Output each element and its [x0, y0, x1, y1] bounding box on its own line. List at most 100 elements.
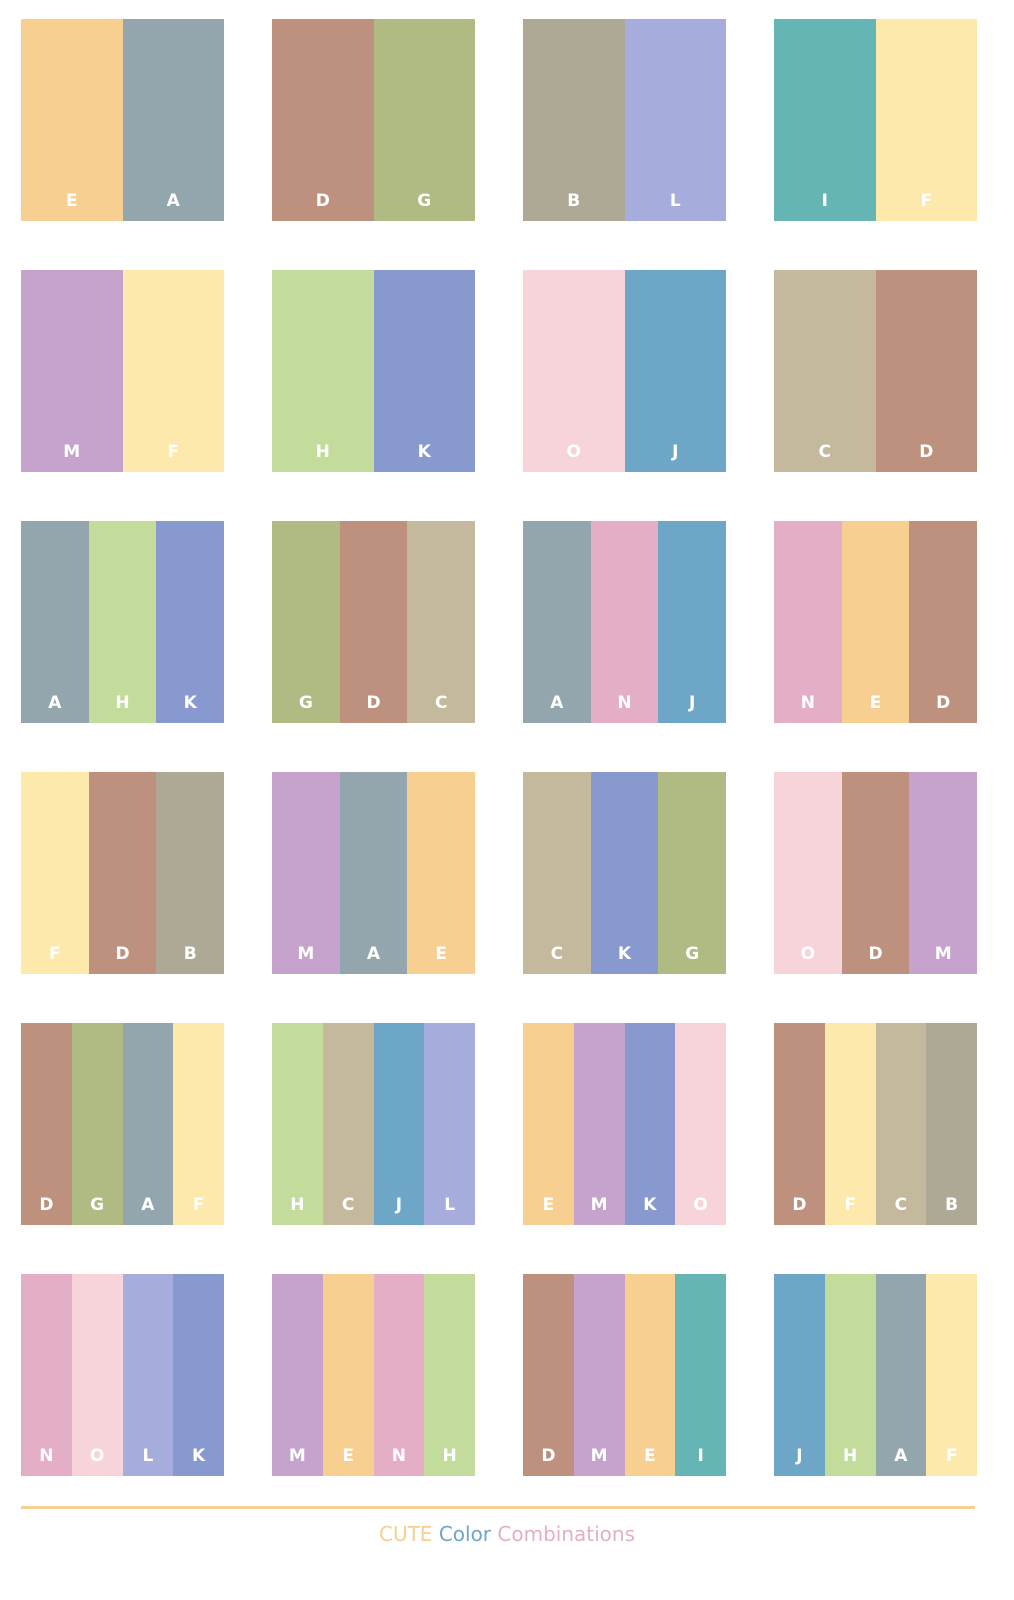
color-swatch: H — [272, 270, 374, 472]
swatch-label: B — [945, 1195, 959, 1215]
swatch-label: M — [63, 442, 81, 462]
color-swatch: I — [675, 1274, 726, 1476]
color-swatch: L — [424, 1023, 475, 1225]
swatch-label: K — [192, 1446, 206, 1466]
color-swatch: G — [272, 521, 340, 723]
swatch-label: E — [435, 944, 447, 964]
footer-title: CUTE Color Combinations — [0, 1522, 1014, 1546]
swatch-label: H — [843, 1446, 858, 1466]
color-swatch: D — [88, 772, 157, 974]
color-swatch: F — [926, 1274, 977, 1476]
color-swatch: O — [71, 1274, 123, 1476]
color-swatch: J — [624, 270, 726, 472]
swatch-label: K — [617, 944, 632, 964]
color-swatch: A — [875, 1274, 927, 1476]
swatch-label: G — [298, 693, 313, 713]
color-swatch: A — [122, 19, 224, 221]
color-swatch: F — [875, 19, 977, 221]
swatch-label: N — [617, 693, 632, 713]
swatch-label: L — [142, 1446, 154, 1466]
swatch-label: F — [920, 191, 933, 211]
swatch-label: A — [366, 944, 381, 964]
footer-word-combinations: Combinations — [497, 1522, 635, 1546]
color-swatch: D — [841, 772, 910, 974]
swatch-label: I — [821, 191, 828, 211]
color-swatch: D — [875, 270, 977, 472]
swatch-label: J — [395, 1195, 403, 1215]
color-swatch: J — [774, 1274, 825, 1476]
swatch-label: D — [792, 1195, 807, 1215]
swatch-label: G — [685, 944, 700, 964]
color-swatch: A — [122, 1023, 174, 1225]
swatch-label: C — [434, 693, 448, 713]
color-swatch: M — [21, 270, 123, 472]
swatch-label: D — [366, 693, 381, 713]
color-swatch: M — [573, 1274, 625, 1476]
swatch-label: B — [183, 944, 197, 964]
color-swatch: B — [156, 772, 225, 974]
color-swatch: F — [21, 772, 89, 974]
color-swatch: J — [373, 1023, 425, 1225]
swatch-label: D — [115, 944, 130, 964]
color-swatch: E — [322, 1274, 374, 1476]
color-swatch: B — [523, 19, 625, 221]
color-swatch: N — [373, 1274, 425, 1476]
swatch-label: E — [342, 1446, 354, 1466]
footer-word-cute: CUTE — [378, 1522, 433, 1546]
color-swatch: F — [824, 1023, 876, 1225]
color-swatch: E — [523, 1023, 574, 1225]
swatch-label: A — [141, 1195, 155, 1215]
color-swatch: G — [658, 772, 727, 974]
color-swatch: D — [339, 521, 408, 723]
swatch-label: B — [567, 191, 581, 211]
color-swatch: N — [590, 521, 659, 723]
color-swatch: H — [424, 1274, 475, 1476]
color-swatch: E — [21, 19, 123, 221]
swatch-label: F — [167, 442, 180, 462]
swatch-label: O — [566, 442, 581, 462]
color-swatch: M — [573, 1023, 625, 1225]
color-swatch: D — [21, 1023, 72, 1225]
swatch-label: H — [115, 693, 130, 713]
swatch-label: J — [796, 1446, 803, 1466]
swatch-label: D — [39, 1195, 54, 1215]
swatch-label: O — [89, 1446, 105, 1466]
swatch-label: J — [689, 693, 696, 713]
swatch-label: D — [315, 191, 330, 211]
swatch-label: E — [869, 693, 882, 713]
color-swatch: E — [407, 772, 476, 974]
swatch-label: D — [541, 1446, 556, 1466]
color-swatch: L — [624, 19, 726, 221]
color-swatch: I — [774, 19, 876, 221]
color-swatch: C — [407, 521, 476, 723]
color-swatch: C — [322, 1023, 374, 1225]
color-swatch: J — [658, 521, 727, 723]
swatch-label: I — [697, 1446, 704, 1466]
color-swatch: A — [523, 521, 591, 723]
swatch-label: H — [442, 1446, 457, 1466]
color-swatch: N — [774, 521, 842, 723]
color-swatch: D — [909, 521, 978, 723]
color-swatch: A — [21, 521, 89, 723]
swatch-label: O — [693, 1195, 708, 1215]
color-swatch: B — [926, 1023, 977, 1225]
color-swatch: H — [824, 1274, 876, 1476]
